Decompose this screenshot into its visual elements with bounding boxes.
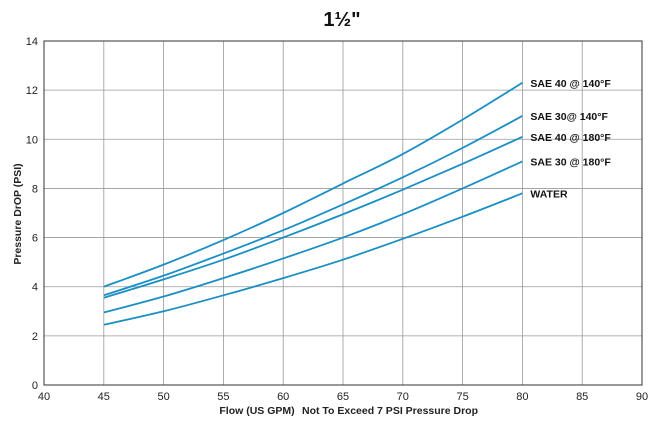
x-tick-label: 90 bbox=[636, 391, 648, 403]
x-axis-label: Flow (US GPM) bbox=[219, 405, 294, 417]
series-line bbox=[103, 115, 523, 297]
x-tick-label: 40 bbox=[38, 391, 50, 403]
series-label: SAE 30@ 140°F bbox=[530, 111, 608, 123]
series-label: SAE 40 @ 140°F bbox=[530, 78, 611, 90]
x-tick-label: 50 bbox=[157, 391, 169, 403]
x-tick-label: 60 bbox=[277, 391, 289, 403]
x-axis-note: Not To Exceed 7 PSI Pressure Drop bbox=[302, 405, 478, 417]
series-line bbox=[103, 160, 523, 314]
series-line bbox=[103, 82, 523, 288]
series-line bbox=[103, 192, 523, 326]
y-tick-label: 10 bbox=[26, 134, 38, 146]
tick-layer: 40 45 50 55 60 65 70 75 80 85 90 0 2 4 6 8 10 12 14 bbox=[26, 36, 648, 403]
x-tick-label: 70 bbox=[397, 391, 409, 403]
y-axis-label: Pressure DrOP (PSI) bbox=[12, 163, 24, 264]
chart-title: 1½" bbox=[323, 9, 360, 31]
grid-layer bbox=[43, 40, 643, 386]
series-layer bbox=[103, 82, 523, 326]
x-tick-label: 80 bbox=[516, 391, 528, 403]
y-tick-label: 8 bbox=[32, 183, 38, 195]
y-tick-label: 12 bbox=[26, 85, 38, 97]
series-label: SAE 40 @ 180°F bbox=[530, 132, 611, 144]
x-tick-label: 55 bbox=[217, 391, 229, 403]
series-line bbox=[103, 136, 523, 299]
x-tick-label: 65 bbox=[337, 391, 349, 403]
series-label-layer: SAE 40 @ 140°F SAE 30@ 140°F SAE 40 @ 180°… bbox=[530, 78, 611, 201]
x-tick-label: 75 bbox=[456, 391, 468, 403]
x-tick-label: 45 bbox=[98, 391, 110, 403]
series-label: SAE 30 @ 180°F bbox=[530, 156, 611, 168]
y-tick-label: 4 bbox=[32, 282, 38, 294]
y-tick-label: 6 bbox=[32, 233, 38, 245]
series-label: WATER bbox=[530, 188, 568, 200]
y-tick-label: 14 bbox=[26, 36, 38, 48]
y-tick-label: 0 bbox=[32, 380, 38, 392]
x-tick-label: 85 bbox=[576, 391, 588, 403]
y-tick-label: 2 bbox=[32, 331, 38, 343]
plot-frame bbox=[43, 40, 643, 386]
